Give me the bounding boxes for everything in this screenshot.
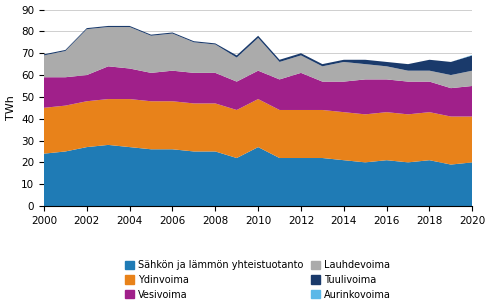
Y-axis label: TWh: TWh — [5, 95, 16, 120]
Legend: Sähkön ja lämmön yhteistuotanto, Ydinvoima, Vesivoima, Lauhdevoima, Tuulivoima, : Sähkön ja lämmön yhteistuotanto, Ydinvoi… — [126, 260, 391, 300]
